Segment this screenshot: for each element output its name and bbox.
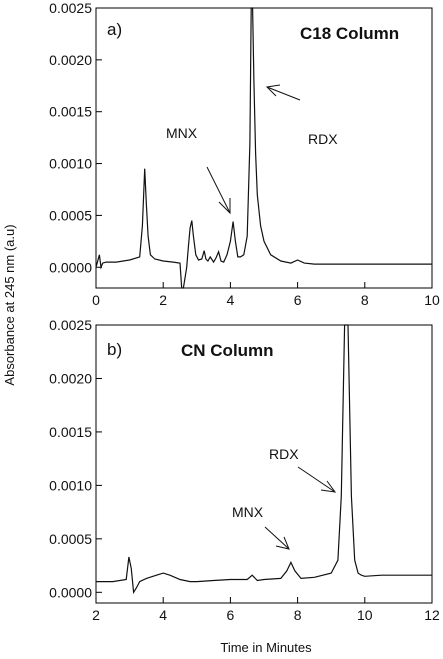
panel-a-xtick-label: 4	[227, 292, 235, 308]
panel-b-cn: 2 4 6 8 10 12 0.0000 0.0005 0.0010 0.0015 0.0020 0.…	[49, 317, 440, 623]
panel-b-ytick-label: 0.0010	[49, 477, 92, 493]
panel-a-mnx-label: MNX	[166, 125, 198, 141]
panel-b-title: CN Column	[181, 341, 274, 360]
panel-a-xtick-label: 10	[424, 292, 440, 308]
panel-b-ytick-label: 0.0005	[49, 531, 92, 547]
panel-a-xtick-label: 6	[294, 292, 302, 308]
panel-a-ytick-label: 0.0025	[49, 0, 92, 16]
panel-b-frame	[95, 324, 433, 604]
panel-b-xtick-label: 2	[92, 607, 100, 623]
panel-b-rdx-arrow	[297, 466, 337, 493]
panel-a-ytick-label: 0.0000	[49, 259, 92, 275]
panel-a-mnx-arrow	[206, 166, 231, 215]
panel-a-ytick-label: 0.0015	[49, 104, 92, 120]
panel-a-chromatogram-line	[95, 7, 432, 289]
y-axis-title: Absorbance at 245 nm (a.u)	[2, 224, 17, 385]
panel-b-ytick-label: 0.0025	[49, 317, 92, 333]
panel-a-c18: 0 2 4 6 8 10 0.0000 0.0005 0.0010 0.0015 0.0020 0.0…	[49, 0, 440, 308]
panel-a-title: C18 Column	[300, 24, 399, 43]
panel-a-rdx-label: RDX	[308, 131, 338, 147]
panel-b-mnx-label: MNX	[232, 504, 264, 520]
panel-a-xtick-label: 8	[361, 292, 369, 308]
panel-b-tick-labels: 2 4 6 8 10 12 0.0000 0.0005 0.0010 0.0015 0.0020 0.…	[49, 317, 440, 623]
panel-b-xtick-label: 10	[357, 607, 373, 623]
panel-a-frame	[95, 7, 433, 289]
panel-b-xtick-label: 4	[159, 607, 167, 623]
panel-a-ytick-label: 0.0005	[49, 207, 92, 223]
panel-a-rdx-arrow	[265, 84, 301, 101]
panel-b-ytick-label: 0.0000	[49, 584, 92, 600]
panel-b-chromatogram-line	[96, 324, 432, 595]
panel-b-mnx-arrow	[264, 526, 290, 550]
x-axis-title: Time in Minutes	[220, 640, 312, 655]
panel-b-xtick-label: 12	[424, 607, 440, 623]
panel-a-letter: a)	[107, 20, 122, 39]
panel-a-xtick-label: 2	[159, 292, 167, 308]
panel-a-xtick-label: 0	[92, 292, 100, 308]
panel-a-ticks	[95, 7, 433, 288]
panel-b-rdx-label: RDX	[269, 446, 299, 462]
panel-a-tick-labels: 0 2 4 6 8 10 0.0000 0.0005 0.0010 0.0015 0.0020 0.0…	[49, 0, 440, 308]
panel-a-ytick-label: 0.0020	[49, 52, 92, 68]
panel-b-letter: b)	[107, 340, 122, 359]
panel-a-ytick-label: 0.0010	[49, 156, 92, 172]
panel-b-ytick-label: 0.0020	[49, 370, 92, 386]
panel-b-xtick-label: 8	[294, 607, 302, 623]
panel-b-xtick-label: 6	[227, 607, 235, 623]
panel-b-ticks	[95, 324, 433, 603]
panel-b-ytick-label: 0.0015	[49, 424, 92, 440]
